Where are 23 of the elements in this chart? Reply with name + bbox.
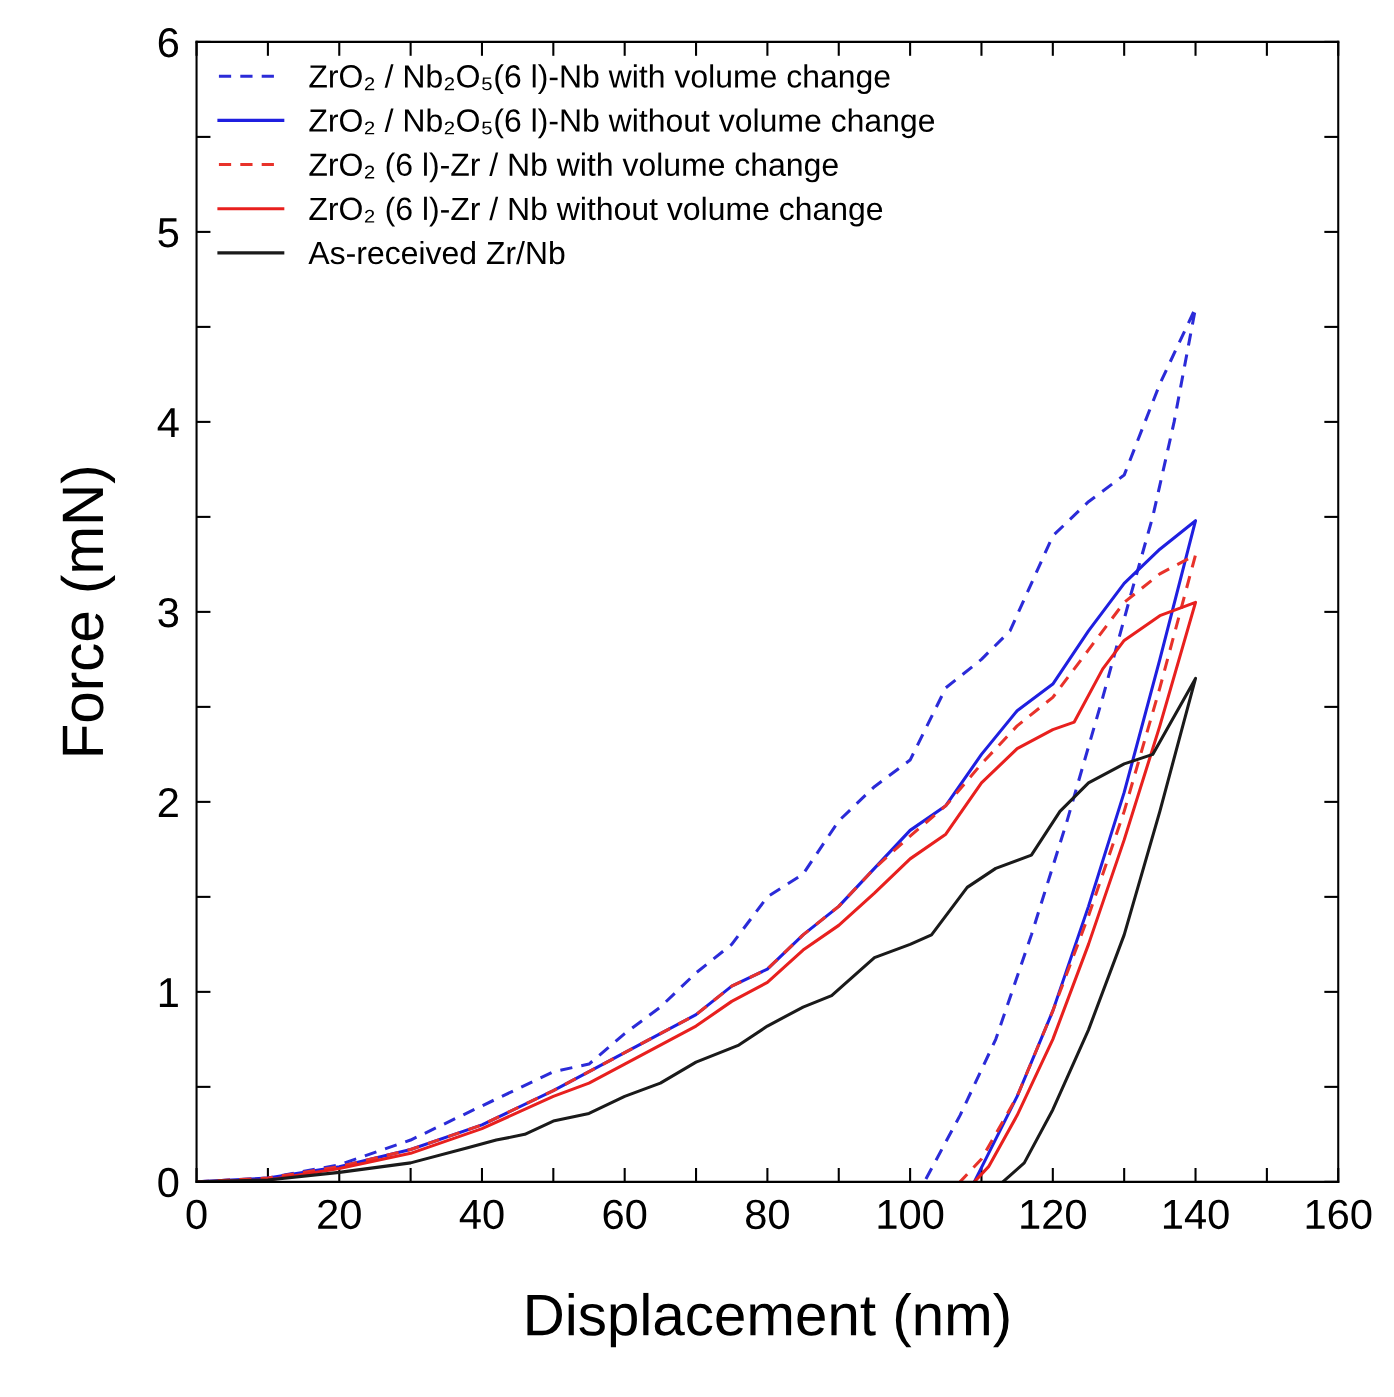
legend-label: ZrO₂ (6 l)-Zr / Nb without volume change (309, 196, 883, 227)
x-tick-label: 60 (603, 1199, 647, 1230)
legend-label: ZrO₂ / Nb₂O₅(6 l)-Nb with volume change (309, 64, 890, 95)
legend-label: ZrO₂ / Nb₂O₅(6 l)-Nb without volume change (309, 108, 935, 139)
x-tick-label: 100 (878, 1199, 944, 1230)
x-tick-label: 20 (318, 1199, 361, 1230)
x-tick-label: 120 (1021, 1199, 1086, 1230)
y-axis-title: Force (mN) (60, 468, 116, 755)
x-tick-label: 40 (459, 1199, 504, 1230)
x-tick-label: 140 (1163, 1199, 1229, 1230)
legend-label: As-received Zr/Nb (308, 240, 565, 265)
y-tick-label: 6 (158, 27, 179, 58)
y-tick-label: 2 (158, 787, 178, 817)
x-tick-label: 80 (746, 1199, 789, 1230)
y-tick-label: 3 (158, 597, 179, 628)
y-tick-label: 5 (158, 218, 179, 248)
y-tick-label: 1 (159, 978, 178, 1007)
x-tick-label: 0 (186, 1199, 207, 1230)
y-tick-label: 4 (157, 408, 179, 437)
x-tick-label: 160 (1306, 1199, 1372, 1230)
x-axis-title: Displacement (nm) (527, 1292, 1009, 1348)
legend-label: ZrO₂ (6 l)-Zr / Nb with volume change (309, 152, 838, 183)
y-tick-label: 0 (158, 1167, 179, 1198)
